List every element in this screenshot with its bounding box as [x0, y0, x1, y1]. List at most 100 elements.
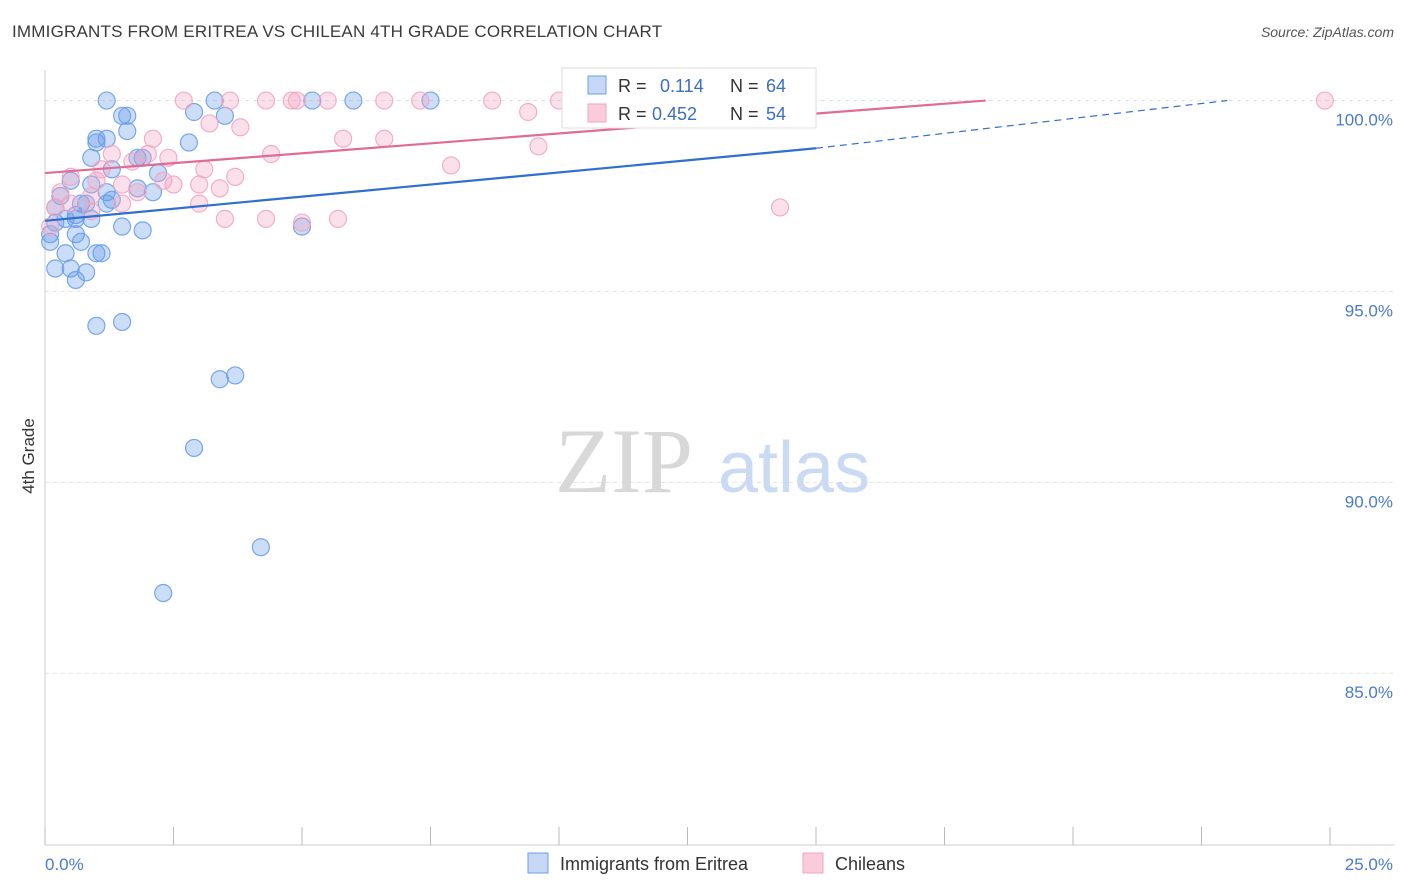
chileans-point-35	[210, 179, 229, 198]
chileans-point-17	[375, 129, 394, 148]
eritrea-point-4	[421, 91, 440, 110]
watermark-zip: ZIP	[555, 410, 693, 512]
eritrea-point-25	[51, 186, 70, 206]
eritrea-point-50	[87, 316, 106, 335]
trend-eritrea-extension	[815, 99, 1228, 149]
eritrea-point-44	[87, 244, 106, 263]
chileans-point-1	[220, 91, 240, 110]
chileans-point-2	[256, 91, 276, 110]
chileans-point-34	[190, 175, 209, 194]
eritrea-point-48	[77, 263, 96, 282]
chileans-point-5	[318, 91, 337, 110]
chileans-point-49	[41, 217, 60, 236]
chileans-point-31	[87, 171, 106, 190]
chileans-point-47	[328, 209, 348, 228]
chileans-point-28	[226, 167, 245, 186]
chileans-point-8	[483, 91, 502, 110]
eritrea-point-15	[82, 148, 101, 167]
chileans-point-4	[287, 91, 306, 110]
eritrea-point-54	[184, 438, 204, 458]
y-tick-labels: 85.0% 90.0% 95.0% 100.0%	[1335, 111, 1393, 703]
eritrea-point-2	[303, 91, 322, 110]
chileans-point-26	[441, 156, 461, 175]
chileans-point-7	[411, 91, 430, 110]
eritrea-point-43	[56, 244, 75, 263]
eritrea-point-24	[143, 183, 163, 202]
eritrea-point-20	[61, 171, 80, 190]
chileans-point-32	[112, 175, 132, 194]
watermark-atlas: atlas	[718, 428, 870, 508]
source-label: Source: ZipAtlas.com	[1260, 24, 1394, 40]
x-tick-labels: 0.0% 25.0%	[45, 855, 1393, 874]
bottom-legend-chileans: Chileans	[835, 854, 905, 874]
chileans-point-30	[154, 171, 173, 190]
chileans-point-36	[128, 183, 147, 202]
chileans-point-44	[770, 198, 790, 217]
x-tick-label-1: 25.0%	[1345, 855, 1393, 874]
chart-title: IMMIGRANTS FROM ERITREA VS CHILEAN 4TH G…	[12, 22, 663, 41]
chileans-point-19	[529, 137, 548, 156]
eritrea-point-55	[251, 538, 270, 557]
eritrea-point-8	[184, 102, 204, 122]
y-axis-title: 4th Grade	[19, 418, 38, 494]
bottom-legend-eritrea: Immigrants from Eritrea	[560, 854, 749, 874]
legend-r-label-eritrea: R =	[618, 76, 647, 96]
chileans-point-21	[102, 144, 121, 164]
chileans-point-33	[164, 175, 183, 194]
eritrea-point-1	[205, 91, 224, 110]
legend-r-eritrea: 0.114	[660, 76, 704, 96]
chileans-point-6	[375, 91, 394, 110]
y-tick-label-0: 85.0%	[1345, 683, 1393, 702]
eritrea-point-56	[154, 583, 173, 603]
trend-chileans	[44, 99, 986, 175]
eritrea-point-39	[41, 225, 60, 244]
stats-legend: R = 0.114 N = 64 R = 0.452 N = 54	[561, 67, 817, 129]
chileans-point-0	[174, 91, 193, 110]
chileans-point-39	[61, 194, 80, 213]
eritrea-point-0	[97, 91, 116, 110]
eritrea-point-7	[118, 106, 137, 125]
chileans-point-48	[215, 209, 234, 228]
chileans-point-12	[1315, 91, 1334, 110]
eritrea-point-51	[112, 312, 132, 332]
eritrea-point-34	[82, 209, 101, 228]
y-tick-label-3: 100.0%	[1335, 111, 1393, 130]
eritrea-point-3	[344, 91, 363, 110]
series-legend: Immigrants from Eritrea Chileans	[527, 852, 905, 874]
chileans-point-29	[61, 167, 80, 186]
eritrea-point-38	[292, 217, 312, 236]
series-eritrea-points	[41, 91, 764, 603]
bottom-legend-swatch-chileans	[802, 852, 824, 874]
eritrea-point-42	[71, 232, 91, 251]
chileans-point-14	[200, 114, 219, 133]
chileans-point-24	[159, 148, 178, 167]
chileans-point-25	[195, 160, 214, 179]
eritrea-point-52	[210, 370, 229, 389]
eritrea-point-13	[87, 133, 106, 152]
chileans-point-20	[138, 144, 157, 164]
chileans-point-16	[334, 129, 353, 148]
eritrea-point-12	[118, 121, 137, 141]
eritrea-point-53	[226, 366, 245, 385]
chileans-point-46	[292, 213, 312, 232]
legend-n-chileans: 54	[766, 104, 786, 124]
legend-swatch-eritrea	[587, 75, 607, 95]
y-tick-label-1: 90.0%	[1345, 492, 1393, 511]
legend-n-label-chileans: N =	[730, 104, 759, 124]
eritrea-point-47	[61, 259, 80, 278]
chileans-point-42	[46, 198, 65, 217]
legend-n-label-eritrea: N =	[730, 76, 759, 96]
trend-eritrea	[44, 147, 817, 222]
chileans-point-37	[82, 186, 101, 206]
x-tick-label-0: 0.0%	[45, 855, 84, 874]
chileans-point-41	[190, 194, 209, 213]
chileans-point-15	[231, 118, 250, 137]
chileans-point-3	[282, 91, 301, 110]
legend-n-eritrea: 64	[766, 76, 786, 96]
eritrea-point-37	[133, 221, 152, 240]
legend-r-label-chileans: R =	[618, 104, 647, 124]
trend-lines	[44, 99, 1228, 222]
eritrea-point-10	[87, 129, 106, 148]
eritrea-point-30	[97, 194, 116, 213]
